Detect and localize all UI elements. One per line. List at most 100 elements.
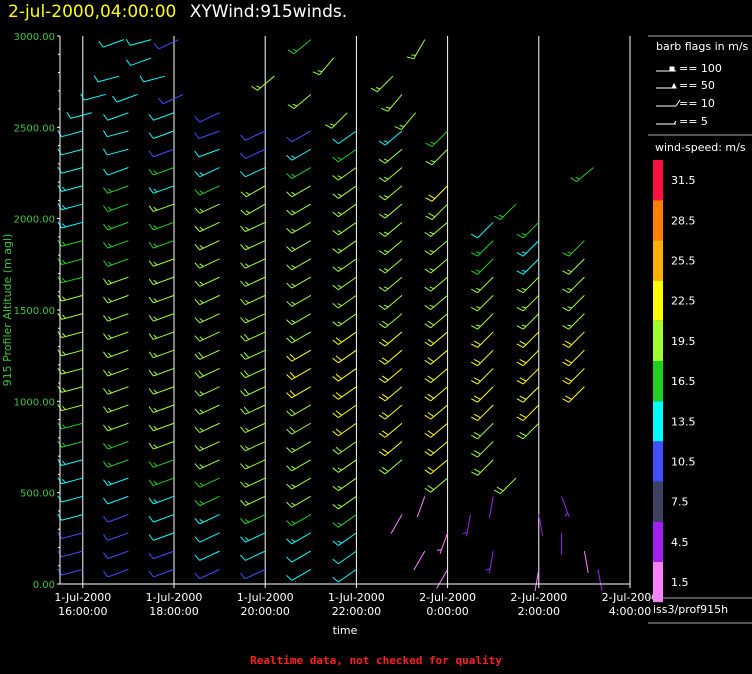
wind-barb [194,167,220,178]
wind-barb [378,349,403,365]
barb-staff [107,477,129,487]
barb-feather [240,554,246,561]
wind-barb [80,93,106,101]
wind-barb [424,422,448,438]
barb-feather [383,268,389,271]
barb-feather [521,251,527,254]
barb-feather [286,538,293,545]
barb-feather [107,444,112,449]
colorbar-swatch [653,320,663,361]
wind-barb [194,130,220,139]
barb-staff [61,349,83,357]
barb-feather [335,355,342,361]
barb-feather [476,324,481,327]
barb-feather [337,175,342,179]
barb-feather [194,225,201,232]
barb-feather [103,388,109,395]
barb-feather [427,430,435,436]
barb-staff [387,94,403,112]
barb-feather [424,378,432,384]
wind-barb [436,532,449,554]
barb-feather [102,130,108,137]
wind-barb [378,258,403,274]
barb-feather [471,453,478,458]
wind-barb [516,313,540,330]
barb-staff [153,112,175,121]
barb-staff [430,404,448,420]
x-tick-date: 2-Jul-2000 [602,591,659,604]
barb-feather [378,378,386,384]
barb-staff [199,349,220,360]
barb-feather [562,325,570,330]
wind-barb [332,532,357,546]
barb-staff [107,203,129,213]
barb-feather [330,123,335,126]
barb-feather [240,536,246,543]
barb-staff [384,130,403,146]
wind-barb [286,240,312,253]
barb-feather [485,568,491,571]
wind-barb [194,532,220,543]
barb-feather [476,269,481,273]
barb-staff [477,404,494,421]
barb-feather [240,518,246,525]
barb-feather [429,304,435,308]
wind-barb [194,185,220,196]
barb-feather [516,252,524,257]
colorbar-label: 13.5 [671,415,696,428]
barb-feather [194,353,201,360]
barb-feather [194,280,201,287]
barb-feather [519,377,527,382]
barb-feather [424,268,432,274]
barb-staff [500,203,517,220]
barb-feather [332,156,339,163]
wind-barb [562,386,585,403]
barb-feather [286,428,293,435]
barb-feather [62,460,66,465]
barb-feather [125,38,131,46]
barb-staff [583,551,589,573]
barb-feather [335,446,342,453]
wind-barb [287,94,312,110]
barb-staff [245,532,266,543]
wind-barb [332,568,357,583]
barb-staff [153,185,175,194]
colorbar-label: 10.5 [671,456,696,469]
barb-staff [153,294,175,304]
wind-barb [57,239,83,247]
wind-barb [378,130,403,146]
barb-staff [338,349,357,364]
wind-barb [516,422,540,440]
wind-barb [148,367,175,377]
barb-feather [199,409,204,413]
wind-barb [240,368,266,379]
wind-barb [570,167,594,183]
barb-feather [427,320,435,326]
wind-barb [240,568,266,580]
barb-feather [516,306,524,312]
wind-barb [240,203,266,216]
barb-feather [153,243,158,248]
wind-barb [240,532,266,543]
barb-feather [194,170,201,178]
wind-barb [103,294,129,304]
wind-barb [562,258,585,275]
barb-feather [148,296,154,304]
barb-feather [245,427,250,432]
wind-barb [516,295,540,312]
wind-barb [240,441,266,452]
barb-feather [198,370,204,377]
barb-feather [335,337,342,343]
barb-staff [199,441,220,452]
barb-staff [291,331,312,344]
barb-feather [425,197,433,202]
barb-feather [378,286,386,292]
barb-feather [148,570,154,578]
barb-staff [291,386,312,399]
wind-barbs [57,38,603,592]
wind-barb [562,331,585,348]
barb-staff [477,240,494,257]
wind-barb [103,221,129,231]
barb-staff [107,441,129,450]
wind-barb [194,294,220,306]
